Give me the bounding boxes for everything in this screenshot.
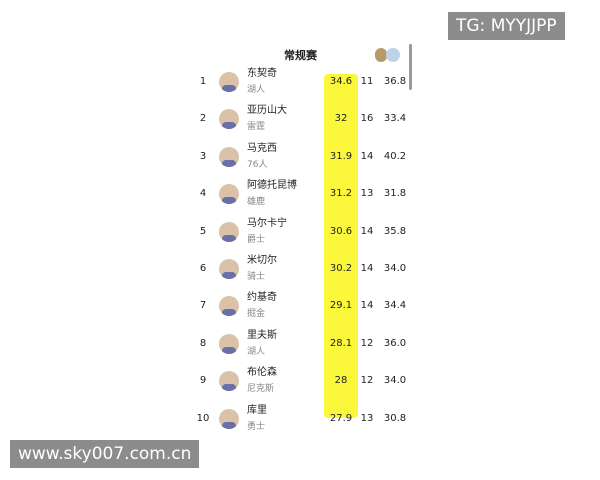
rank: 2 <box>199 113 207 125</box>
avatar <box>219 109 239 130</box>
team: 湖人 <box>247 346 266 357</box>
high: 40.2 <box>383 150 407 162</box>
team: 骑士 <box>247 272 266 282</box>
avatar <box>219 408 239 429</box>
points: 28.1 <box>329 337 353 349</box>
games: 14 <box>360 225 374 237</box>
high: 35.8 <box>383 225 407 237</box>
games: 11 <box>360 76 374 87</box>
high: 33.4 <box>383 113 407 125</box>
team: 掘金 <box>247 309 266 320</box>
highlight <box>324 74 358 418</box>
player-name: 亚历山大 <box>247 105 287 117</box>
games: 12 <box>360 337 374 349</box>
rank: 6 <box>199 263 207 274</box>
points: 30.2 <box>329 263 353 274</box>
games: 12 <box>360 375 374 387</box>
high: 34.0 <box>383 375 407 387</box>
rank: 10 <box>196 412 210 424</box>
player-name: 约基奇 <box>247 292 277 304</box>
games: 13 <box>360 188 374 200</box>
team: 勇士 <box>247 421 266 432</box>
games: 14 <box>360 263 374 274</box>
points: 31.9 <box>329 150 353 162</box>
rank: 3 <box>199 150 207 162</box>
rank: 9 <box>199 375 207 387</box>
scrollbar <box>409 44 412 90</box>
high: 34.0 <box>383 263 407 274</box>
avatar <box>219 333 239 354</box>
player-name: 马克西 <box>247 142 277 154</box>
team: 76人 <box>247 159 268 170</box>
games: 14 <box>360 150 374 162</box>
points: 30.6 <box>329 225 353 237</box>
avatar <box>219 371 239 392</box>
team: 爵士 <box>247 234 266 245</box>
high: 31.8 <box>383 188 407 200</box>
rank: 5 <box>199 225 207 237</box>
games: 16 <box>360 113 374 125</box>
points: 29.1 <box>329 300 353 312</box>
team: 湖人 <box>247 85 266 95</box>
player-name: 马尔卡宁 <box>247 217 287 229</box>
player-name: 库里 <box>247 404 267 416</box>
points: 28 <box>334 375 348 387</box>
player-name: 米切尔 <box>247 255 277 266</box>
games: 14 <box>360 300 374 312</box>
team: 雷霆 <box>247 122 266 133</box>
high: 34.4 <box>383 300 407 312</box>
points: 32 <box>334 113 348 125</box>
team: 雄鹿 <box>247 197 266 208</box>
high: 30.8 <box>383 412 407 424</box>
player-name: 里夫斯 <box>247 329 277 341</box>
player-name: 布伦森 <box>247 367 277 379</box>
avatar <box>219 296 239 317</box>
watermark: TG: MYYJJPP <box>448 12 565 40</box>
icon <box>375 48 387 62</box>
avatar <box>219 184 239 205</box>
games: 13 <box>360 412 374 424</box>
icon <box>386 48 400 62</box>
high: 36.8 <box>383 76 407 87</box>
rank: 8 <box>199 337 207 349</box>
points: 34.6 <box>329 76 353 87</box>
rank: 4 <box>199 188 207 200</box>
avatar <box>219 221 239 242</box>
watermark: www.sky007.com.cn <box>10 440 200 468</box>
avatar <box>219 72 239 92</box>
player-name: 东契奇 <box>247 68 277 79</box>
points: 31.2 <box>329 188 353 200</box>
avatar <box>219 259 239 279</box>
rank: 1 <box>199 76 207 87</box>
avatar <box>219 146 239 167</box>
player-name: 阿德托昆博 <box>247 180 297 192</box>
high: 36.0 <box>383 337 407 349</box>
team: 尼克斯 <box>247 384 275 395</box>
points: 27.9 <box>329 412 353 424</box>
rank: 7 <box>199 300 207 312</box>
title: 常规赛 <box>284 49 317 62</box>
